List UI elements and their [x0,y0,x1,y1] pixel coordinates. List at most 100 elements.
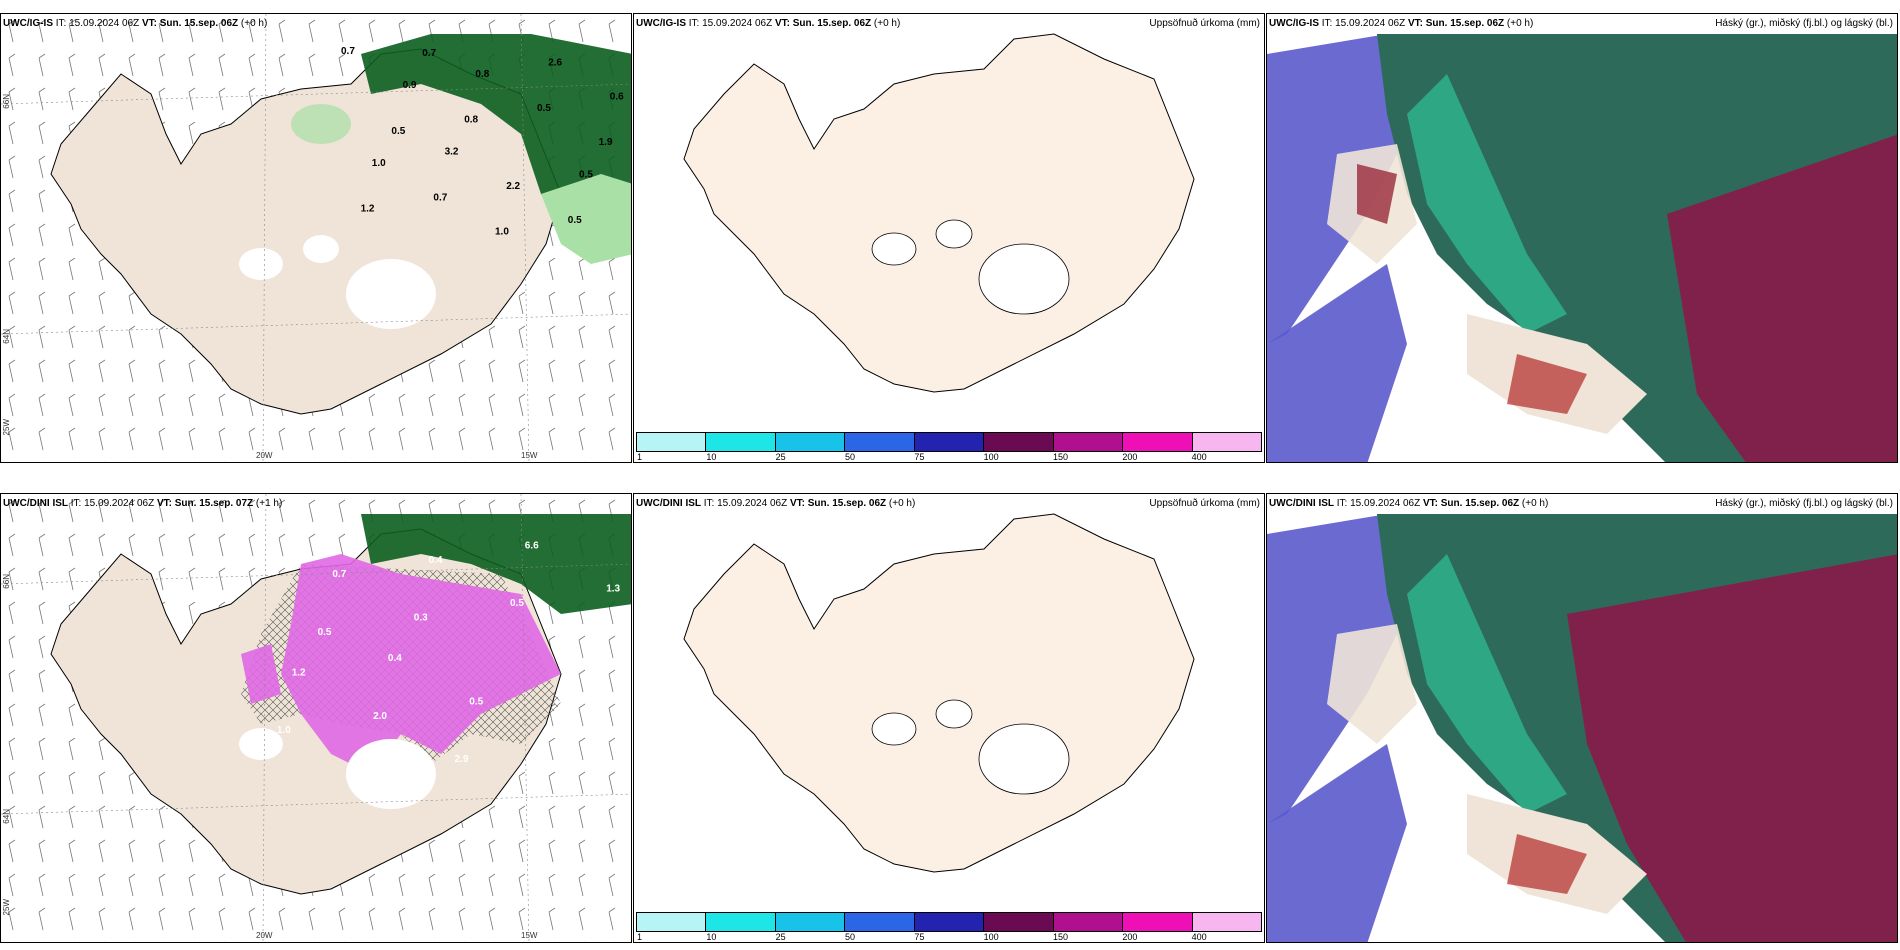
precip-value-label: 3.2 [445,147,459,158]
panel-subtitle: Uppsöfnuð úrkoma (mm) [1149,498,1260,509]
precip-value-label: 0.7 [433,192,447,203]
panel-clouds-top: UWC/IG-IS IT: 15.09.2024 06Z VT: Sun. 15… [1266,13,1898,463]
colorbar-tick-label: 200 [1122,932,1138,942]
panel-subtitle: Háský (gr.), miðský (fj.bl.) og lágský (… [1715,18,1893,29]
panel-accum-precip-top: UWC/IG-IS IT: 15.09.2024 06Z VT: Sun. 15… [633,13,1265,463]
colorbar-swatch [775,913,846,931]
precip-value-label: 0.5 [579,170,593,181]
precip-value-label: 0.5 [469,696,483,707]
colorbar-swatch [914,913,985,931]
precip-colorbar [636,912,1262,932]
colorbar-tick-label: 400 [1191,452,1207,462]
precip-value-label: 1.0 [591,641,605,652]
panel-subtitle: Uppsöfnuð úrkoma (mm) [1149,18,1260,29]
colorbar-tick-label: 50 [845,932,856,942]
colorbar-swatch [1053,433,1124,451]
colorbar-tick-label: 10 [706,452,717,462]
panel-title: UWC/DINI ISL IT: 15.09.2024 06Z VT: Sun.… [1269,498,1549,509]
colorbar-swatch [845,433,915,451]
map-canvas [1267,14,1897,462]
colorbar-swatch [1192,913,1261,931]
precip-value-label: 0.7 [332,569,346,580]
lat-label-64n: 64N [2,329,11,344]
colorbar-tick-label: 100 [983,932,999,942]
precip-value-label: 0.5 [537,103,551,114]
panel-wind-precip-top: UWC/IG-IS IT: 15.09.2024 06Z VT: Sun. 15… [0,13,632,463]
lon-label-15w: 15W [521,451,538,460]
colorbar-tick-label: 200 [1122,452,1138,462]
lon-label-15w: 15W [521,931,538,940]
colorbar-swatch [1123,433,1193,451]
precip-value-label: 0.4 [429,555,443,566]
lon-label-25w: 25W [2,419,11,436]
colorbar-tick-label: 1 [637,452,643,462]
map-canvas: 0.7 3.2 2.6 1.0 0.8 0.5 0.9 2.2 0.6 0.7 0.5 1.2 0.8 0… [1,14,631,462]
colorbar-tick-label: 50 [845,452,856,462]
precip-value-label: 0.5 [318,627,332,638]
precip-value-label: 1.3 [606,584,620,595]
lat-label-66n: 66N [2,94,11,109]
panel-title: UWC/IG-IS IT: 15.09.2024 06Z VT: Sun. 15… [1269,18,1534,29]
precip-value-label: 0.5 [510,598,524,609]
precip-value-label: 0.7 [422,48,436,59]
lon-label-20w: 20W [256,451,273,460]
precip-value-label: 1.0 [277,725,291,736]
colorbar-swatch [984,913,1054,931]
precip-value-label: 6.6 [525,540,539,551]
colorbar-swatch [914,433,985,451]
map-canvas [683,33,1195,393]
precip-value-label: 1.0 [372,158,386,169]
colorbar-tick-label: 75 [914,452,925,462]
precip-value-label: 1.9 [599,137,613,148]
colorbar-tick-label: 400 [1191,932,1207,942]
colorbar-tick-label: 25 [775,452,786,462]
precip-value-label: 1.2 [292,668,306,679]
colorbar-swatch [706,913,776,931]
precip-value-label: 0.4 [388,653,402,664]
colorbar-swatch [845,913,915,931]
panel-title: UWC/IG-IS IT: 15.09.2024 06Z VT: Sun. 15… [636,18,901,29]
colorbar-tick-label: 25 [775,932,786,942]
colorbar-tick-label: 75 [914,932,925,942]
colorbar-swatch [984,433,1054,451]
colorbar-tick-label: 10 [706,932,717,942]
colorbar-swatch [637,433,707,451]
panel-title: UWC/IG-IS IT: 15.09.2024 06Z VT: Sun. 15… [3,18,268,29]
colorbar-tick-label: 100 [983,452,999,462]
panel-accum-precip-bottom: UWC/DINI ISL IT: 15.09.2024 06Z VT: Sun.… [633,493,1265,943]
panel-subtitle: Háský (gr.), miðský (fj.bl.) og lágský (… [1715,498,1893,509]
colorbar-swatch [1053,913,1124,931]
panel-wind-precip-bottom: UWC/DINI ISL IT: 15.09.2024 06Z VT: Sun.… [0,493,632,943]
precip-value-label: 1.0 [495,227,509,238]
precip-value-label: 0.3 [414,612,428,623]
precip-value-label: 1.2 [361,204,375,215]
colorbar-tick-label: 150 [1053,932,1069,942]
precip-value-label: 0.5 [391,126,405,137]
panel-title: UWC/DINI ISL IT: 15.09.2024 06Z VT: Sun.… [3,498,283,509]
precip-value-label: 2.0 [373,711,387,722]
precip-value-label: 0.9 [403,80,417,91]
precip-value-label: 0.7 [341,46,355,57]
colorbar-swatch [775,433,846,451]
precip-value-label: 0.8 [475,69,489,80]
precip-value-label: 0.5 [568,215,582,226]
colorbar-tick-label: 1 [637,932,643,942]
colorbar-swatch [1192,433,1261,451]
panel-clouds-bottom: UWC/DINI ISL IT: 15.09.2024 06Z VT: Sun.… [1266,493,1898,943]
precip-colorbar [636,432,1262,452]
lon-label-25w: 25W [2,899,11,916]
precip-value-label: 2.1 [551,740,565,751]
lat-label-66n: 66N [2,574,11,589]
precip-value-label: 0.8 [464,114,478,125]
map-canvas: 1.0 0.4 6.6 1.2 0.4 2.0 0.7 0.5 1.3 2.0 0.5 1.0 0.3 2… [1,494,631,942]
precip-value-label: 2.0 [566,682,580,693]
map-canvas [683,513,1195,873]
precip-value-label: 1.0 [251,526,265,537]
precip-value-label: 0.6 [610,92,624,103]
colorbar-swatch [1123,913,1193,931]
panel-title: UWC/DINI ISL IT: 15.09.2024 06Z VT: Sun.… [636,498,916,509]
colorbar-swatch [637,913,707,931]
precip-value-label: 2.2 [506,181,520,192]
map-canvas [1267,494,1897,942]
lon-label-20w: 20W [256,931,273,940]
